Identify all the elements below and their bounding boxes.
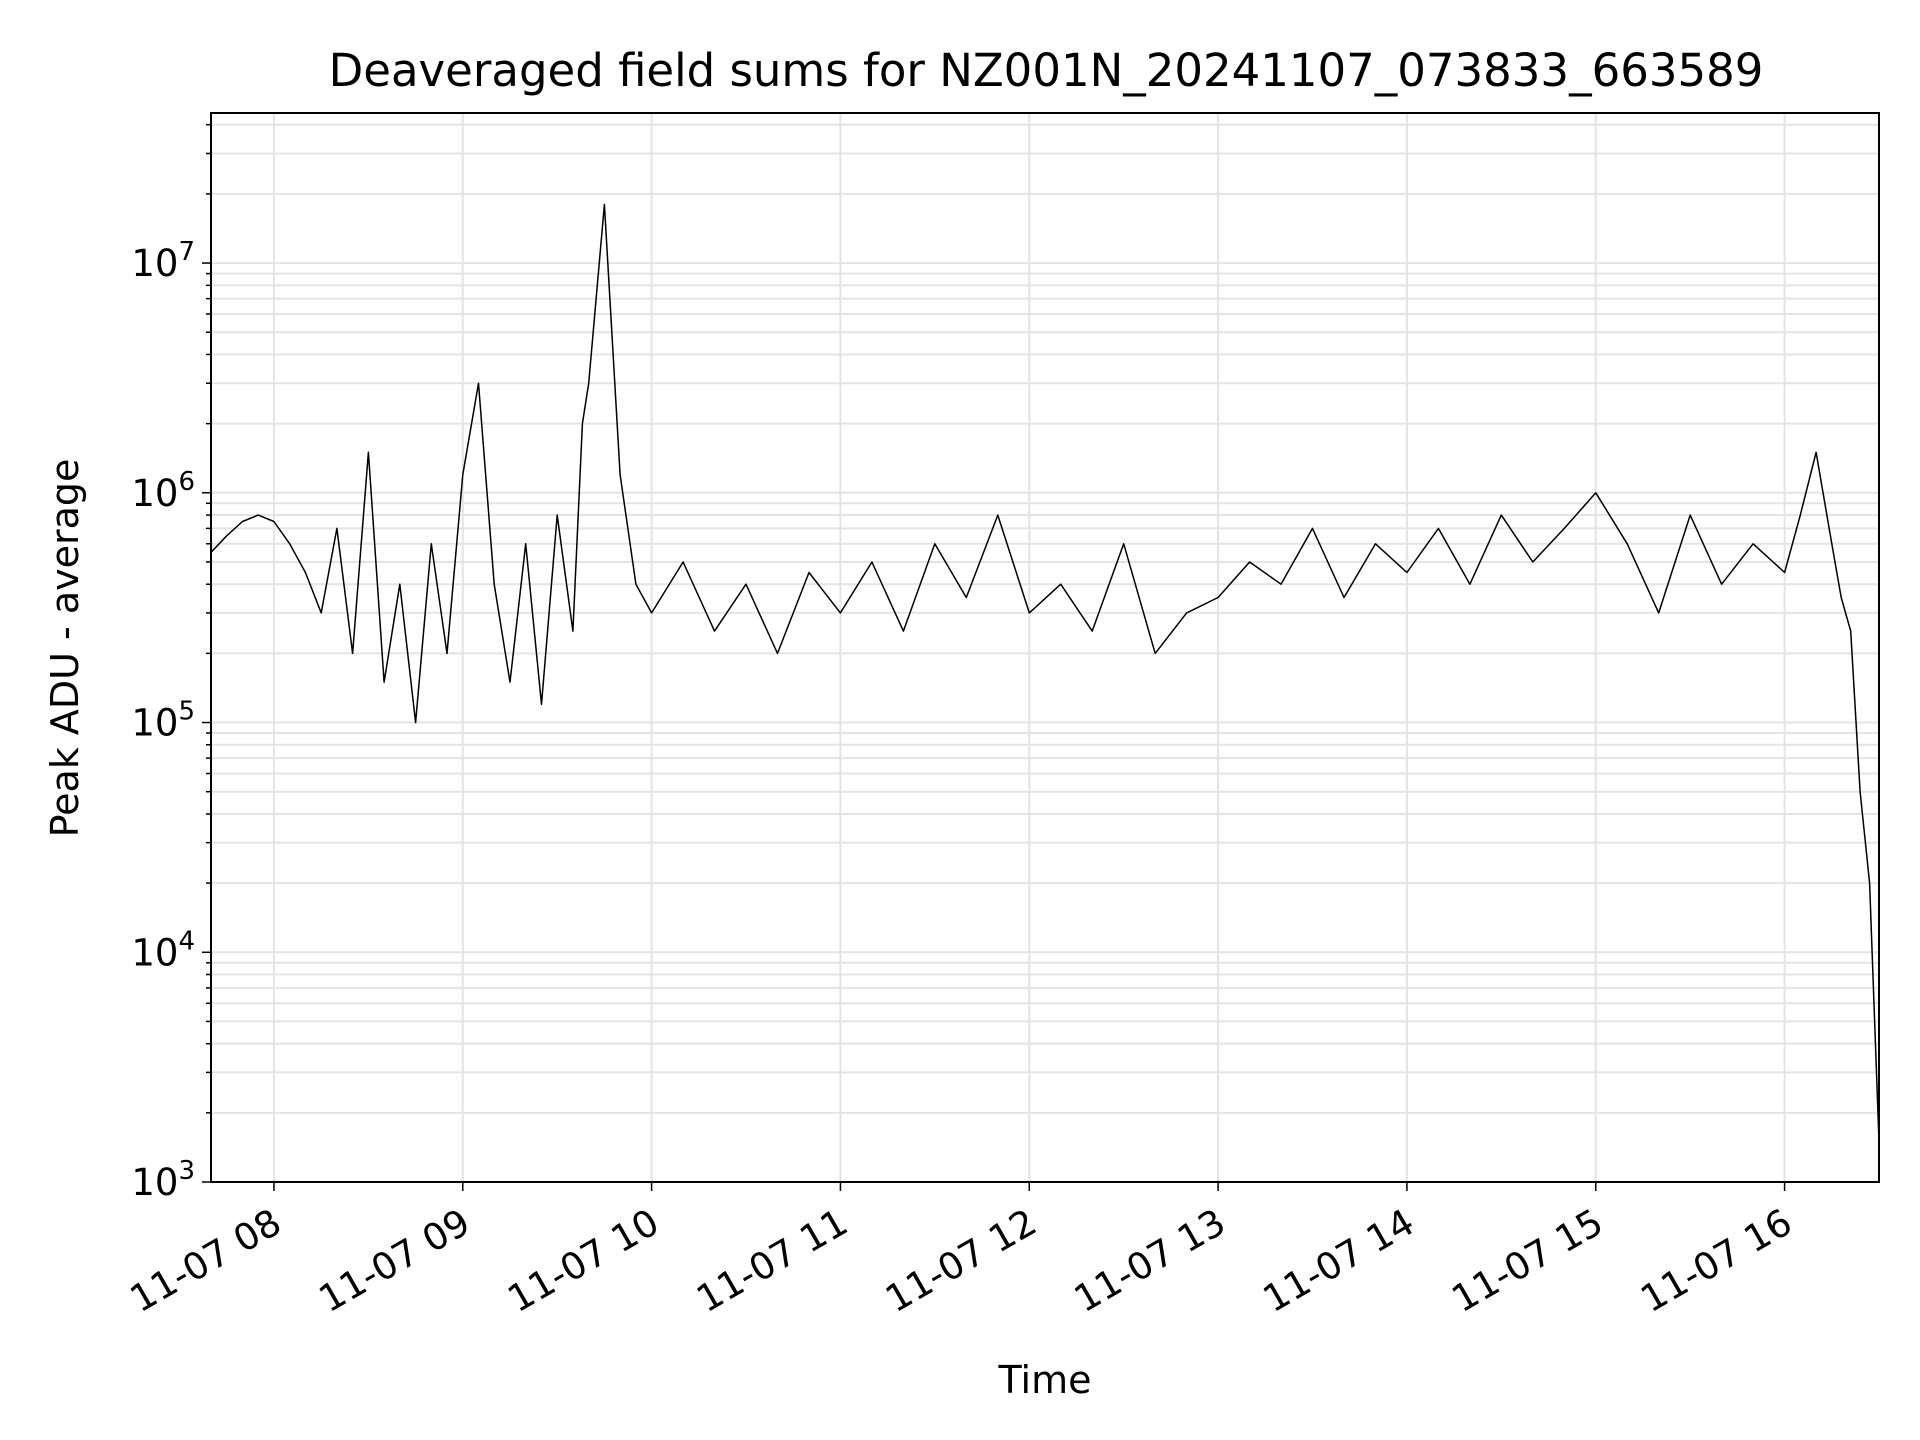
y-tick-label: 105 — [131, 697, 195, 745]
x-axis-label: Time — [998, 1358, 1092, 1402]
series-layer — [210, 203, 1880, 1142]
y-tick-label: 107 — [131, 237, 195, 285]
plot-frame — [210, 112, 1880, 1183]
series-line — [210, 203, 1880, 1142]
grid-layer — [211, 113, 1879, 1183]
y-tick-label: 103 — [131, 1156, 195, 1204]
y-tick-label: 104 — [131, 926, 195, 974]
chart-title: Deaveraged field sums for NZ001N_2024110… — [329, 44, 1764, 97]
y-axis-label: Peak ADU - average — [43, 459, 87, 838]
y-tick-label: 106 — [131, 467, 195, 515]
